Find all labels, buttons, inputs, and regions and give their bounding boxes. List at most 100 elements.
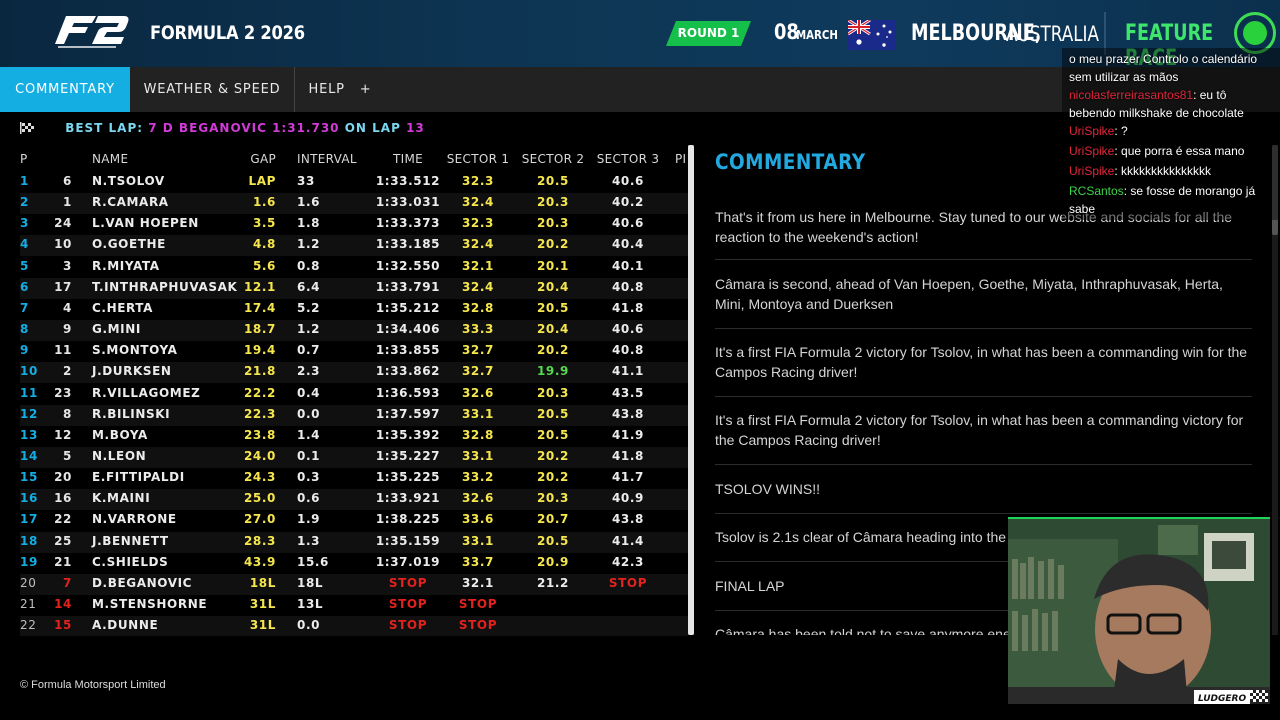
cell-interval: 18L: [297, 575, 324, 590]
cell-driver-name: J.BENNETT: [92, 533, 169, 548]
timing-table: P NAME GAP INTERVAL TIME SECTOR 1 SECTOR…: [20, 150, 688, 636]
cell-car-number: 5: [63, 448, 72, 463]
cell-position: 17: [20, 512, 38, 527]
cell-driver-name: N.VARRONE: [92, 512, 177, 527]
cell-sector-3: 40.2: [611, 195, 644, 210]
cell-driver-name: N.LEON: [92, 448, 147, 463]
cell-interval: 0.3: [297, 470, 321, 485]
cell-lap-time: 1:35.392: [375, 427, 441, 442]
cell-driver-name: M.BOYA: [92, 427, 148, 442]
commentary-item: TSOLOV WINS!!: [715, 481, 821, 497]
cell-gap: 12.1: [243, 279, 276, 294]
tab-weather-speed[interactable]: WEATHER & SPEED: [143, 82, 281, 97]
cell-sector-1: 32.8: [461, 427, 494, 442]
cell-sector-2: 20.2: [536, 237, 569, 252]
col-sector3-header: SECTOR 3: [596, 152, 660, 166]
cell-sector-1: 32.8: [461, 300, 494, 315]
cell-sector-3: 41.4: [611, 533, 644, 548]
cell-driver-name: C.HERTA: [92, 300, 154, 315]
cell-lap-time: 1:37.019: [375, 554, 441, 569]
cell-interval: 33: [297, 174, 315, 188]
tab-help[interactable]: HELP +: [295, 67, 385, 112]
cell-car-number: 1: [63, 195, 72, 210]
cell-position: 4: [20, 237, 29, 252]
tab-commentary[interactable]: COMMENTARY: [0, 67, 130, 112]
col-pos-header: P: [20, 152, 28, 166]
cell-position: 5: [20, 258, 29, 273]
cell-car-number: 17: [54, 279, 72, 294]
tab-divider: [294, 67, 295, 112]
cell-gap: 19.4: [243, 343, 276, 358]
cell-lap-time: 1:35.227: [375, 448, 441, 463]
cell-interval: 5.2: [297, 300, 321, 315]
cell-gap: 18L: [249, 575, 276, 590]
cell-lap-time: 1:35.159: [375, 533, 441, 548]
col-pit-header: PI: [675, 152, 687, 166]
cell-lap-time: 1:35.225: [375, 470, 441, 485]
commentary-item: Câmara has been told not to save anymore…: [715, 626, 1011, 635]
round-badge: ROUND 1: [666, 21, 751, 46]
commentary-scrollbar-track[interactable]: [1272, 145, 1278, 635]
plus-icon: +: [359, 82, 372, 97]
cell-lap-time: 1:33.791: [375, 279, 441, 294]
cell-driver-name: R.VILLAGOMEZ: [92, 385, 201, 400]
commentary-divider: [715, 259, 1252, 260]
cell-sector-3: 41.8: [611, 300, 644, 315]
cell-sector-2: 20.5: [536, 427, 569, 442]
col-interval-header: INTERVAL: [297, 152, 357, 166]
cell-car-number: 24: [54, 216, 72, 231]
timing-row: 16 16 K.MAINI 25.0 0.6 1:33.921 32.6 20.3 40.9: [20, 489, 688, 511]
cell-driver-name: R.CAMARA: [92, 195, 169, 210]
cell-sector-1: 33.1: [461, 533, 494, 548]
chat-username: UriSpike: [1069, 144, 1115, 158]
cell-sector-2: 20.3: [536, 491, 569, 506]
australia-flag-icon: [848, 20, 896, 50]
cell-interval: 1.4: [297, 427, 321, 442]
cell-sector-1: STOP: [458, 618, 498, 633]
cell-lap-time: STOP: [388, 618, 428, 633]
commentary-item: FINAL LAP: [715, 578, 785, 594]
chat-username: RCSantos: [1069, 184, 1124, 198]
cell-driver-name: S.MONTOYA: [92, 343, 178, 358]
cell-gap: 1.6: [252, 195, 276, 210]
cell-lap-time: 1:33.373: [375, 216, 441, 231]
cell-position: 20: [20, 575, 37, 590]
cell-sector-3: 43.8: [611, 406, 644, 421]
cell-car-number: 11: [54, 343, 72, 358]
timing-row: 13 12 M.BOYA 23.8 1.4 1:35.392 32.8 20.5 41.9: [20, 426, 688, 447]
timing-row: 2 1 R.CAMARA 1.6 1.6 1:33.031 32.4 20.3 40.2: [20, 193, 688, 215]
timing-row: 19 21 C.SHIELDS 43.9 15.6 1:37.019 33.7 20.9 42.…: [20, 553, 688, 574]
cell-sector-3: 40.6: [611, 216, 644, 231]
cell-position: 12: [20, 406, 38, 421]
cell-position: 22: [20, 618, 37, 633]
timing-row: 20 7 D.BEGANOVIC 18L 18L STOP 32.1 21.2 STOP: [20, 573, 688, 595]
cell-sector-1: 32.6: [461, 491, 494, 506]
cell-sector-2: 20.2: [536, 343, 569, 358]
chat-message: UriSpike: ?: [1069, 122, 1274, 140]
cell-driver-name: O.GOETHE: [92, 237, 166, 252]
cell-sector-3: 43.8: [611, 512, 644, 527]
timing-scrollbar-thumb[interactable]: [688, 145, 694, 635]
cell-position: 7: [20, 300, 29, 315]
cell-lap-time: 1:33.185: [375, 237, 441, 252]
cell-gap: 3.5: [252, 216, 276, 231]
cell-sector-2: 20.7: [536, 512, 569, 527]
cell-sector-3: 40.8: [611, 343, 644, 358]
cell-sector-3: 41.9: [611, 427, 644, 442]
cell-sector-2: 20.5: [536, 406, 569, 421]
webcam-name-tag: LUDGERO: [1194, 690, 1268, 704]
cell-sector-2: 20.5: [536, 300, 569, 315]
chat-text: : ?: [1114, 124, 1128, 138]
commentary-divider: [715, 610, 1252, 611]
cell-gap: 24.3: [243, 470, 276, 485]
commentary-scrollbar-thumb[interactable]: [1272, 145, 1278, 235]
cell-sector-3: 40.9: [611, 491, 644, 506]
cell-driver-name: K.MAINI: [92, 491, 151, 506]
cell-sector-2: 20.4: [536, 322, 569, 337]
cell-gap: 27.0: [243, 512, 276, 527]
series-title: FORMULA 2 2026: [150, 22, 305, 44]
cell-position: 14: [20, 448, 38, 463]
cell-interval: 2.3: [297, 364, 321, 379]
timing-row: 18 25 J.BENNETT 28.3 1.3 1:35.159 33.1 20.5 41.4: [20, 531, 688, 553]
cell-gap: LAP: [248, 174, 276, 188]
